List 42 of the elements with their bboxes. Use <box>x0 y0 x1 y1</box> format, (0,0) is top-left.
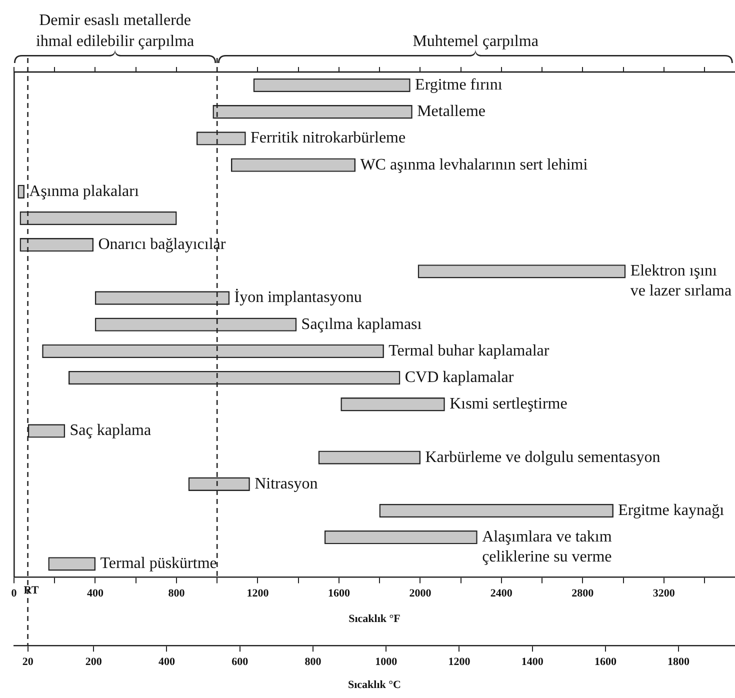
x-tick-label: 1200 <box>246 588 270 600</box>
y-tick-label: İyon implantasyonu <box>234 288 362 306</box>
y-tick-label: Ergitme fırını <box>415 76 503 94</box>
y-tick-label: Saç kaplama <box>70 422 152 440</box>
x2-tick-label: 200 <box>85 656 102 668</box>
x-tick-label: 2400 <box>490 588 513 600</box>
x-tick-label: 3200 <box>652 588 676 600</box>
y-tick-label: Onarıcı bağlayıcılar <box>98 236 226 254</box>
x-axis-title: Sıcaklık °F <box>348 612 401 625</box>
y-tick-label: Nitrasyon <box>254 475 318 492</box>
x2-tick-label: 20 <box>22 656 34 668</box>
x2-axis-title: Sıcaklık °C <box>348 679 402 692</box>
x2-tick-label: 800 <box>304 656 322 668</box>
x-tick-label: 2800 <box>572 588 594 600</box>
y-tick-label: Termal buhar kaplamalar <box>388 342 550 360</box>
x-tick-label: 1600 <box>328 588 350 600</box>
y-tick-label: Alaşımlara ve takım çeliklerine su verme <box>482 528 612 566</box>
text: Muhtemel çarpılma <box>412 33 538 50</box>
x-tick-label: 2000 <box>409 588 432 600</box>
x2-tick-label: 1600 <box>594 656 617 668</box>
y-tick-label: CVD kaplamalar <box>404 368 514 386</box>
y-tick-label: Kısmi sertleştirme <box>450 396 568 413</box>
y-tick-label: Metalleme <box>417 103 486 120</box>
x2-tick-label: 600 <box>232 656 249 668</box>
x-tick-label: 400 <box>86 588 104 600</box>
y-tick-label: WC aşınma levhalarının sert lehimi <box>360 156 588 174</box>
y-tick-label: Ferritik nitrokarbürleme <box>250 130 406 147</box>
x-tick-label: 800 <box>168 588 186 600</box>
y-tick-label: Termal püskürtme <box>100 555 217 572</box>
x2-tick-label: 1800 <box>668 656 690 668</box>
x2-tick-label: 400 <box>158 656 176 668</box>
text: Demir esaslı metallerde ihmal edilebilir çarpılma <box>36 12 194 50</box>
x2-tick-label: 1200 <box>448 656 471 668</box>
x2-tick-label: 1400 <box>521 656 544 668</box>
y-tick-label: Karbürleme ve dolgulu sementasyon <box>425 448 660 466</box>
x2-tick-label: 1000 <box>375 656 398 668</box>
y-tick-label: Saçılma kaplaması <box>301 316 422 333</box>
y-tick-label: Ergitme kaynağı <box>618 502 725 519</box>
y-tick-label: Aşınma plakaları <box>29 182 140 200</box>
ref-line-label: RT <box>24 584 40 597</box>
x-tick-label: 0 <box>11 588 18 600</box>
y-tick-label: Elektron ışını ve lazer sırlama <box>630 262 732 300</box>
